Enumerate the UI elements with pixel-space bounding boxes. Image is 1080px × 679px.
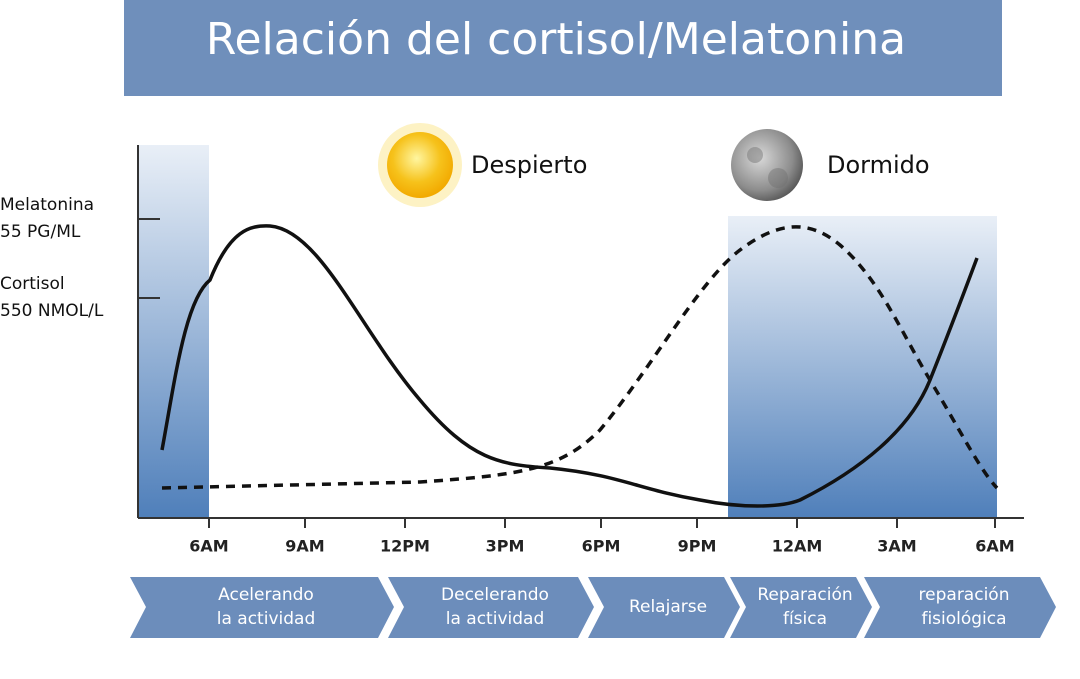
stage-label: Relajarse	[629, 597, 707, 617]
moon-crater	[768, 168, 788, 188]
awake-label: Despierto	[471, 151, 587, 179]
x-label: 3PM	[486, 537, 525, 556]
sun-icon	[387, 132, 453, 198]
x-label: 6AM	[975, 537, 1014, 556]
y-label: Cortisol	[0, 274, 65, 294]
stage-label: Reparación	[757, 585, 852, 605]
y-label: 550 NMOL/L	[0, 301, 104, 321]
moon-icon	[731, 129, 803, 201]
stage-label: fisiológica	[921, 609, 1006, 629]
title-banner	[124, 0, 1002, 96]
y-label: Melatonina	[0, 195, 94, 215]
sleep-shade	[728, 216, 997, 518]
stage-arrow	[588, 577, 740, 638]
x-label: 12PM	[380, 537, 430, 556]
stage-label: la actividad	[217, 609, 315, 629]
dynamic: Melatonina 55 PG/ML Cortisol 550 NMOL/L 6AM 9…	[0, 195, 1056, 638]
x-label: 6AM	[189, 537, 228, 556]
x-label: 12AM	[772, 537, 823, 556]
stage-label: reparación	[919, 585, 1010, 605]
moon-crater	[747, 147, 763, 163]
stage-label: Decelerando	[441, 585, 549, 605]
x-label: 6PM	[582, 537, 621, 556]
y-label: 55 PG/ML	[0, 222, 81, 242]
stage-arrow	[730, 577, 872, 638]
stage-arrow	[130, 577, 394, 638]
x-label: 9PM	[678, 537, 717, 556]
title: Relación del cortisol/Melatonina	[206, 14, 906, 65]
stage-label: Acelerando	[218, 585, 314, 605]
melatonin-curve	[161, 225, 999, 490]
cortisol-curve	[160, 224, 979, 508]
stage-label: física	[783, 609, 827, 629]
x-label: 9AM	[285, 537, 324, 556]
asleep-label: Dormido	[827, 151, 930, 179]
stage-arrow	[864, 577, 1056, 638]
stage-arrow	[388, 577, 594, 638]
stage-label: la actividad	[446, 609, 544, 629]
sleep-shade	[138, 145, 209, 518]
x-label: 3AM	[877, 537, 916, 556]
